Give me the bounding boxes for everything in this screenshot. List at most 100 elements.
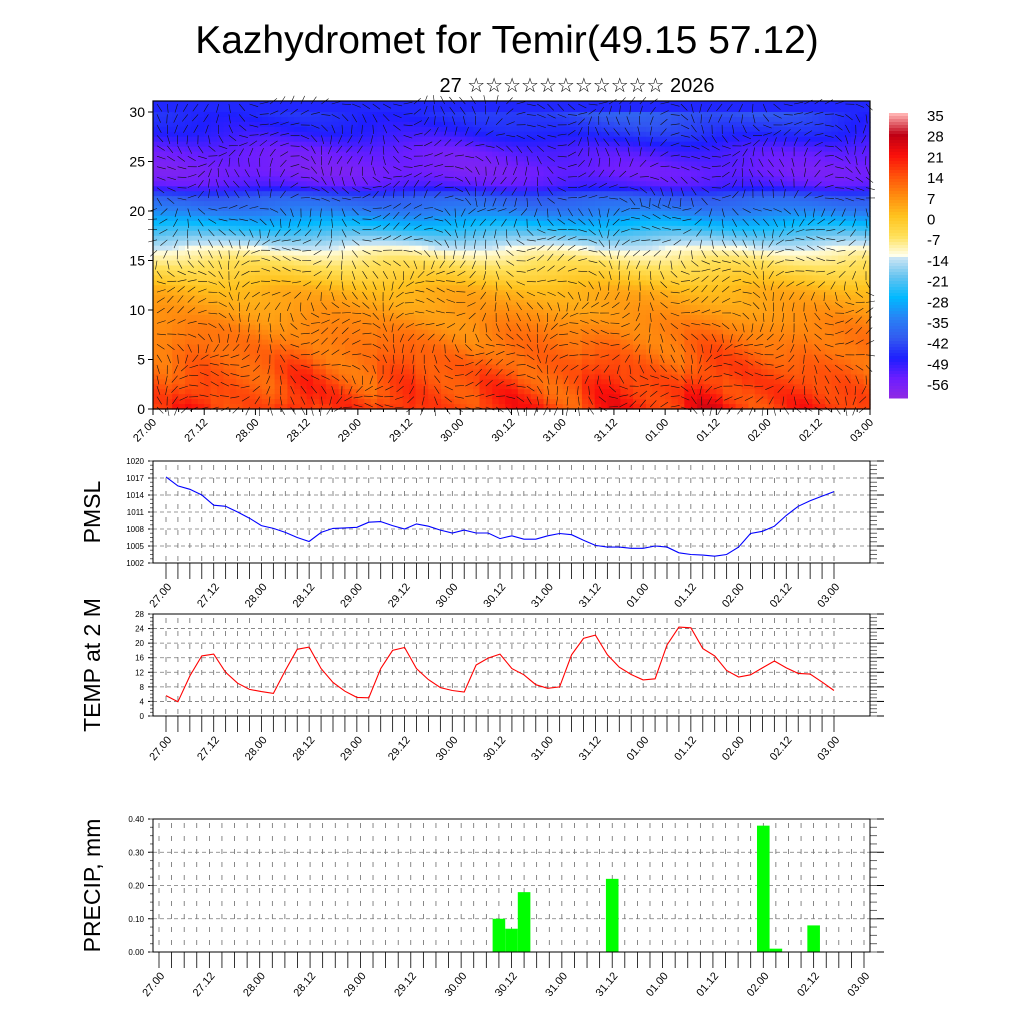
- contour-cell: [562, 220, 570, 227]
- contour-cell: [338, 225, 346, 232]
- contour-cell: [466, 161, 474, 168]
- contour-cell: [517, 270, 525, 276]
- contour-cell: [332, 245, 340, 252]
- contour-cell: [543, 394, 551, 400]
- contour-cell: [159, 220, 167, 227]
- contour-cell: [191, 285, 199, 291]
- contour-cell: [204, 319, 212, 326]
- contour-cell: [261, 329, 269, 336]
- contour-cell: [293, 225, 301, 232]
- contour-cell: [556, 339, 564, 346]
- contour-cell: [575, 201, 583, 207]
- contour-cell: [588, 314, 596, 321]
- contour-cell: [460, 399, 468, 405]
- contour-cell: [652, 151, 660, 158]
- contour-cell: [562, 260, 570, 267]
- contour-cell: [236, 245, 244, 252]
- contour-cell: [249, 191, 257, 197]
- contour-cell: [421, 146, 429, 153]
- contour-cell: [665, 314, 673, 321]
- contour-cell: [364, 171, 372, 177]
- contour-cell: [517, 280, 525, 286]
- contour-cell: [626, 285, 634, 291]
- contour-cell: [428, 399, 436, 405]
- contour-cell: [319, 191, 327, 197]
- contour-cell: [217, 389, 225, 395]
- contour-cell: [351, 255, 359, 262]
- contour-cell: [229, 399, 237, 405]
- contour-cell: [453, 329, 461, 336]
- contour-cell: [665, 404, 673, 410]
- contour-cell: [255, 121, 263, 128]
- contour-cell: [677, 270, 685, 276]
- contour-cell: [191, 230, 199, 237]
- contour-cell: [607, 250, 615, 257]
- contour-cell: [204, 215, 212, 222]
- contour-cell: [204, 280, 212, 286]
- contour-cell: [601, 116, 609, 123]
- contour-cell: [165, 369, 173, 375]
- contour-cell: [306, 280, 314, 286]
- contour-cell: [389, 404, 397, 410]
- contour-cell: [217, 211, 225, 217]
- contour-cell: [415, 136, 423, 143]
- contour-cell: [153, 255, 160, 262]
- contour-cell: [357, 235, 365, 242]
- contour-cell: [620, 389, 628, 395]
- contour-cell: [281, 161, 289, 168]
- contour-cell: [479, 201, 487, 207]
- contour-cell: [306, 245, 314, 252]
- contour-cell: [300, 176, 308, 182]
- contour-cell: [671, 379, 679, 385]
- contour-cell: [505, 305, 513, 311]
- contour-cell: [537, 310, 545, 316]
- contour-cell: [364, 260, 372, 267]
- contour-cell: [447, 116, 455, 123]
- contour-cell: [178, 364, 186, 370]
- contour-cell: [485, 201, 493, 207]
- contour-cell: [204, 305, 212, 311]
- contour-cell: [249, 384, 257, 390]
- contour-cell: [639, 240, 647, 247]
- contour-cell: [261, 201, 269, 207]
- contour-cell: [159, 211, 167, 217]
- contour-cell: [498, 215, 506, 222]
- contour-cell: [639, 171, 647, 177]
- contour-cell: [159, 151, 167, 158]
- contour-cell: [396, 171, 404, 177]
- contour-cell: [300, 201, 308, 207]
- contour-cell: [607, 270, 615, 276]
- contour-cell: [517, 230, 525, 237]
- contour-cell: [543, 305, 551, 311]
- contour-cell: [357, 196, 365, 202]
- contour-cell: [543, 295, 551, 301]
- contour-cell: [581, 260, 589, 267]
- contour-cell: [229, 359, 237, 366]
- contour-cell: [665, 364, 673, 370]
- contour-cell: [351, 166, 359, 172]
- contour-cell: [153, 136, 160, 143]
- contour-cell: [409, 196, 417, 202]
- contour-cell: [601, 240, 609, 247]
- contour-cell: [383, 146, 391, 153]
- contour-cell: [345, 171, 353, 177]
- contour-cell: [242, 121, 250, 128]
- contour-cell: [473, 116, 481, 123]
- contour-cell: [645, 329, 653, 336]
- contour-cell: [338, 181, 346, 187]
- contour-cell: [505, 369, 513, 375]
- contour-cell: [274, 404, 282, 410]
- contour-cell: [210, 379, 218, 385]
- contour-cell: [505, 364, 513, 370]
- contour-cell: [255, 225, 263, 232]
- contour-cell: [441, 329, 449, 336]
- contour-cell: [645, 339, 653, 346]
- contour-cell: [441, 156, 449, 163]
- contour-cell: [332, 285, 340, 291]
- contour-cell: [402, 354, 410, 361]
- contour-cell: [575, 186, 583, 192]
- contour-cell: [581, 131, 589, 138]
- contour-cell: [537, 290, 545, 296]
- contour-cell: [549, 314, 557, 321]
- contour-cell: [671, 349, 679, 356]
